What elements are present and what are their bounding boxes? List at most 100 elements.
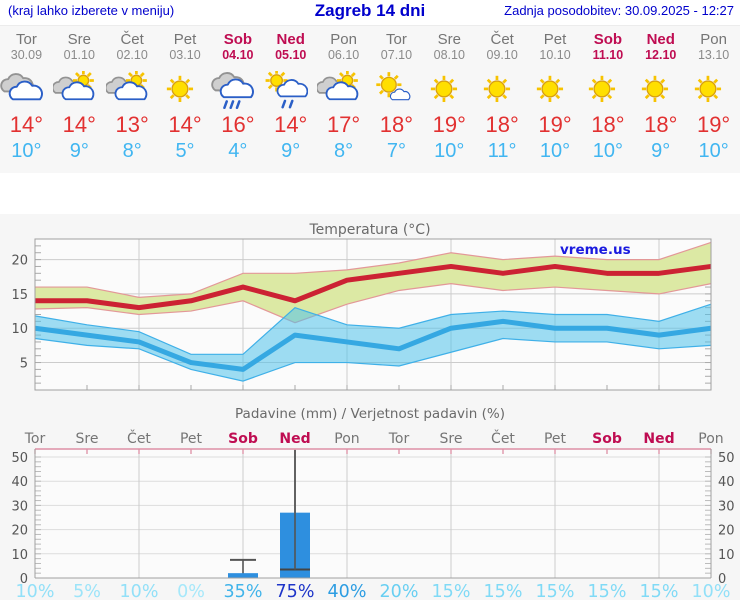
precip-day-label: Čet xyxy=(127,429,151,447)
svg-text:40: 40 xyxy=(718,475,735,490)
day-column[interactable]: Čet 09.10 18° 11° xyxy=(476,26,529,173)
partly-cloudy-icon xyxy=(105,71,159,111)
precip-probability-label: 15% xyxy=(484,582,523,600)
max-temperature: 18° xyxy=(485,112,519,137)
svg-text:50: 50 xyxy=(11,451,28,466)
day-date: 01.10 xyxy=(63,48,95,62)
precip-day-label: Pet xyxy=(544,431,567,447)
partly-cloudy-icon xyxy=(317,71,370,111)
temp-chart-title: Temperatura (°C) xyxy=(308,222,430,238)
day-date: 08.10 xyxy=(433,48,465,62)
svg-text:30: 30 xyxy=(718,499,735,514)
max-temperature: 18° xyxy=(379,112,414,137)
precip-day-label: Pon xyxy=(698,431,723,447)
sun-shape xyxy=(376,72,402,98)
precip-probability-label: 10% xyxy=(16,582,55,600)
sun-shape xyxy=(483,75,510,102)
sunny-icon xyxy=(687,71,740,111)
day-date: 03.10 xyxy=(169,48,201,62)
day-name: Ned xyxy=(276,31,305,48)
day-column[interactable]: Sre 08.10 19° 10° xyxy=(423,26,476,173)
min-temperature: 8° xyxy=(334,140,354,162)
day-name: Sre xyxy=(67,31,91,48)
precip-day-label: Pet xyxy=(180,431,203,447)
sun-shape xyxy=(166,75,193,102)
precip-bar xyxy=(228,573,258,578)
day-column[interactable]: Pon 06.10 17° 8° xyxy=(317,26,370,173)
day-column[interactable]: Pon 13.10 19° 10° xyxy=(687,26,740,173)
day-column[interactable]: Pet 10.10 19° 10° xyxy=(529,26,582,173)
mostly-sunny-icon xyxy=(370,71,423,111)
precip-probability-label: 20% xyxy=(380,582,419,600)
sunny-icon xyxy=(634,71,687,111)
day-column[interactable]: Tor 30.09 14° 10° xyxy=(0,26,53,173)
day-name: Čet xyxy=(490,31,514,48)
min-temperature: 10° xyxy=(434,140,465,162)
max temperatura-line xyxy=(35,263,712,311)
precip-day-label: Čet xyxy=(491,429,515,447)
precip-day-label: Sob xyxy=(592,431,622,447)
forecast-strip: Tor 30.09 14° 10° Sre 01.10 14° 9° Čet 02.10 13° 8°… xyxy=(0,25,740,173)
precip-day-label: Sob xyxy=(228,431,258,447)
min-temperature: 10° xyxy=(592,140,623,162)
max-temperature: 19° xyxy=(432,112,466,137)
svg-text:40: 40 xyxy=(11,475,28,490)
day-column[interactable]: Pet 03.10 14° 5° xyxy=(159,26,212,173)
sun-shape xyxy=(642,75,669,102)
day-date: 05.10 xyxy=(275,48,307,62)
min temperatura-line xyxy=(34,318,712,372)
last-update-timestamp: Zadnja posodobitev: 30.09.2025 - 12:27 xyxy=(504,3,734,18)
day-name: Tor xyxy=(386,31,407,48)
max-temperature: 14° xyxy=(62,112,96,137)
day-column[interactable]: Sre 01.10 14° 9° xyxy=(52,26,106,173)
svg-text:15: 15 xyxy=(11,288,28,303)
max-temperature: 16° xyxy=(221,112,255,137)
max-temperature: 19° xyxy=(538,112,572,137)
max-temperature: 17° xyxy=(326,112,361,137)
precip-probability-label: 15% xyxy=(588,582,627,600)
max temperatura-band xyxy=(35,242,711,323)
spacer xyxy=(0,173,740,214)
day-date: 10.10 xyxy=(539,48,571,62)
min-temperature: 10° xyxy=(11,140,42,162)
precip-probability-label: 0% xyxy=(177,582,205,600)
partly-cloudy-icon xyxy=(52,71,106,111)
precip-day-label: Tor xyxy=(24,431,46,447)
location-menu-hint: (kraj lahko izberete v meniju) xyxy=(8,3,175,18)
day-column[interactable]: Sob 11.10 18° 10° xyxy=(581,26,634,173)
day-column[interactable]: Ned 12.10 18° 9° xyxy=(634,26,687,173)
svg-text:20: 20 xyxy=(11,254,28,269)
max-temperature: 13° xyxy=(115,112,149,137)
day-column[interactable]: Tor 07.10 18° 7° xyxy=(370,26,423,173)
min-temperature: 9° xyxy=(281,140,301,162)
precip-day-label: Tor xyxy=(388,431,410,447)
day-date: 06.10 xyxy=(327,48,360,62)
day-column[interactable]: Čet 02.10 13° 8° xyxy=(105,26,159,173)
day-date: 12.10 xyxy=(645,48,677,62)
svg-text:10: 10 xyxy=(11,548,28,563)
watermark-link[interactable]: vreme.us xyxy=(560,242,631,258)
min-temperature: 10° xyxy=(539,140,571,162)
precipitation-chart: 0 0 10 10 20 20 30 30 40 40 50 50 Padavine (mm) / Ve… xyxy=(11,406,735,600)
temperature-chart: 5 10 15 20 Temperatura (°C) vreme.us xyxy=(11,222,712,391)
precip-day-label: Sre xyxy=(440,431,463,447)
min-temperature: 4° xyxy=(228,140,248,162)
min-temperature: 9° xyxy=(651,140,671,162)
day-date: 11.10 xyxy=(592,48,624,62)
sun-rain-icon xyxy=(264,71,317,111)
max-temperature: 14° xyxy=(9,112,44,137)
sunny-icon xyxy=(423,71,476,111)
min-temperature: 8° xyxy=(122,140,142,162)
sun-shape xyxy=(430,75,457,102)
sunny-icon xyxy=(581,71,634,111)
day-name: Pon xyxy=(700,31,727,48)
precip-day-label: Sre xyxy=(76,431,99,447)
day-column[interactable]: Ned 05.10 14° 9° xyxy=(264,26,317,173)
precip-probability-label: 40% xyxy=(328,582,367,600)
precip-probability-label: 5% xyxy=(73,582,101,600)
min-temperature: 10° xyxy=(698,140,729,162)
day-name: Sob xyxy=(593,31,623,48)
precip-probability-label: 10% xyxy=(692,582,731,600)
svg-text:50: 50 xyxy=(718,451,735,466)
day-column[interactable]: Sob 04.10 16° 4° xyxy=(211,26,264,173)
